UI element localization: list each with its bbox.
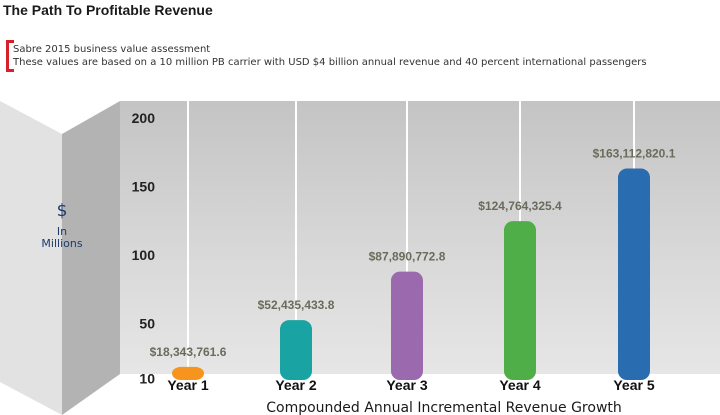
data-label: $52,435,433.8: [258, 298, 335, 312]
unit-line-1: In: [57, 225, 67, 238]
data-label: $18,343,761.6: [150, 345, 227, 359]
page-title: The Path To Profitable Revenue: [3, 2, 213, 18]
data-label: $124,764,325.4: [478, 199, 562, 213]
bar-year-2: [280, 320, 312, 380]
fold-panel-right: [62, 101, 120, 415]
bar-year-1: [172, 366, 204, 380]
category-label: Year 2: [275, 377, 316, 393]
y-tick-label: 100: [132, 247, 156, 263]
y-tick-label: 10: [139, 370, 155, 386]
note-bracket: [6, 40, 14, 72]
note-line-2: These values are based on a 10 million P…: [13, 57, 647, 68]
y-tick-label: 50: [139, 316, 155, 332]
unit-symbol: $: [57, 201, 68, 221]
bar-year-5: [618, 168, 650, 380]
y-tick-label: 150: [132, 179, 156, 195]
fold-panel-left: [0, 101, 62, 415]
x-axis-label: Compounded Annual Incremental Revenue Gr…: [266, 400, 622, 415]
category-label: Year 3: [386, 377, 427, 393]
unit-line-2: Millions: [41, 237, 82, 250]
note-line-1: Sabre 2015 business value assessment: [13, 44, 211, 55]
bar-year-4: [504, 221, 536, 380]
plot-background: [120, 101, 720, 374]
category-label: Year 4: [499, 377, 540, 393]
y-tick-label: 200: [132, 110, 156, 126]
bar-year-3: [391, 271, 423, 380]
category-label: Year 1: [167, 377, 208, 393]
data-label: $87,890,772.8: [369, 250, 446, 264]
data-label: $163,112,820.1: [593, 147, 676, 161]
category-label: Year 5: [613, 377, 654, 393]
